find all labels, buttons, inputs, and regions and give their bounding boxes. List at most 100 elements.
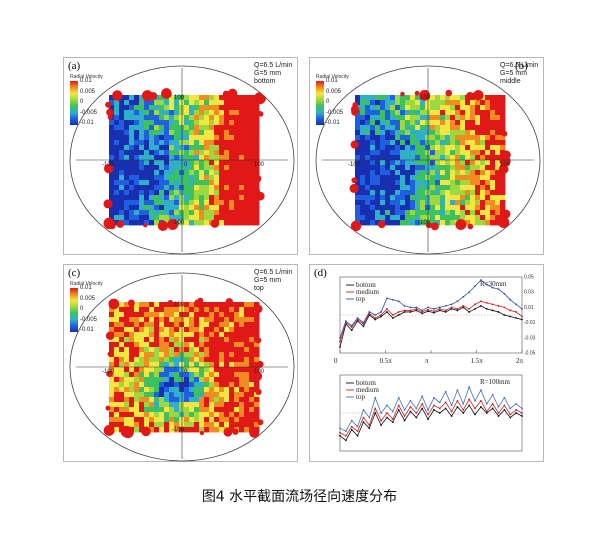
field-cell xyxy=(435,140,441,146)
field-cell xyxy=(209,115,215,121)
field-cell xyxy=(194,387,200,393)
field-cell xyxy=(209,312,215,318)
field-cell xyxy=(365,220,371,226)
field-cell xyxy=(224,372,230,378)
field-cell xyxy=(174,170,180,176)
legend-label: bottom xyxy=(356,379,376,387)
field-cell xyxy=(159,210,165,216)
field-cell xyxy=(224,342,230,348)
field-cell xyxy=(405,200,411,206)
field-cell xyxy=(445,125,451,131)
field-cell xyxy=(365,195,371,201)
data-point xyxy=(397,396,400,399)
field-cell xyxy=(375,175,381,181)
field-cell xyxy=(500,185,506,191)
field-cell xyxy=(395,180,401,186)
field-cell xyxy=(139,135,145,141)
field-cell xyxy=(490,130,496,136)
field-cell xyxy=(184,392,190,398)
field-cell xyxy=(460,190,466,196)
field-cell xyxy=(189,302,195,308)
field-cell xyxy=(194,125,200,131)
field-cell xyxy=(209,367,215,373)
field-cell xyxy=(184,155,190,161)
field-cell xyxy=(445,95,451,101)
field-cell xyxy=(129,125,135,131)
field-cell xyxy=(124,190,130,196)
field-cell xyxy=(370,135,376,141)
field-cell xyxy=(124,170,130,176)
field-cell xyxy=(214,215,220,221)
field-cell xyxy=(139,210,145,216)
field-cell xyxy=(355,200,361,206)
field-cell xyxy=(219,210,225,216)
field-cell xyxy=(204,327,210,333)
data-point xyxy=(374,412,377,414)
field-cell xyxy=(440,105,446,111)
field-cell xyxy=(119,317,125,323)
field-cell xyxy=(239,312,245,318)
field-cell xyxy=(239,367,245,373)
data-point xyxy=(503,396,506,399)
field-cell xyxy=(224,412,230,418)
field-cell xyxy=(169,175,175,181)
field-cell xyxy=(184,180,190,186)
field-cell xyxy=(224,150,230,156)
field-cell xyxy=(209,337,215,343)
field-cell xyxy=(249,210,255,216)
field-cell xyxy=(129,332,135,338)
field-cell xyxy=(199,402,205,408)
field-cell xyxy=(249,155,255,161)
field-cell xyxy=(239,140,245,146)
field-cell xyxy=(159,377,165,383)
field-cell xyxy=(415,205,421,211)
data-point xyxy=(468,404,471,407)
field-cell xyxy=(189,190,195,196)
field-cell xyxy=(475,165,481,171)
field-cell xyxy=(249,115,255,121)
field-cell xyxy=(159,140,165,146)
data-point xyxy=(386,297,388,300)
field-cell xyxy=(455,95,461,101)
field-cell xyxy=(395,175,401,181)
field-cell xyxy=(249,417,255,423)
field-cell xyxy=(395,205,401,211)
data-point xyxy=(427,308,429,311)
field-cell xyxy=(239,130,245,136)
field-cell xyxy=(445,110,451,116)
data-point xyxy=(491,303,494,306)
field-cell xyxy=(450,135,456,141)
field-cell xyxy=(370,205,376,211)
field-cell xyxy=(204,337,210,343)
field-cell xyxy=(219,110,225,116)
field-cell xyxy=(109,150,115,156)
field-cell xyxy=(410,155,416,161)
field-cell xyxy=(395,110,401,116)
field-cell xyxy=(244,327,250,333)
field-cell xyxy=(214,352,220,358)
field-cell xyxy=(385,100,391,106)
field-cell xyxy=(254,397,260,403)
data-point xyxy=(421,312,424,315)
field-cell xyxy=(164,347,170,353)
field-cell xyxy=(239,195,245,201)
field-cell xyxy=(355,145,361,151)
data-point xyxy=(433,310,435,313)
field-cell xyxy=(214,382,220,388)
field-cell xyxy=(390,120,396,126)
colorbar-tick: 0 xyxy=(80,99,84,105)
field-cell xyxy=(189,417,195,423)
field-cell xyxy=(114,180,120,186)
field-cell xyxy=(214,110,220,116)
field-cell xyxy=(455,200,461,206)
field-cell xyxy=(174,367,180,373)
field-cell xyxy=(445,190,451,196)
field-cell xyxy=(229,357,235,363)
field-cell xyxy=(149,100,155,106)
field-cell xyxy=(194,170,200,176)
field-cell xyxy=(480,125,486,131)
field-cell xyxy=(169,307,175,313)
field-cell xyxy=(234,367,240,373)
colorbar-tick: -0.005 xyxy=(80,110,98,116)
field-cell xyxy=(405,95,411,101)
